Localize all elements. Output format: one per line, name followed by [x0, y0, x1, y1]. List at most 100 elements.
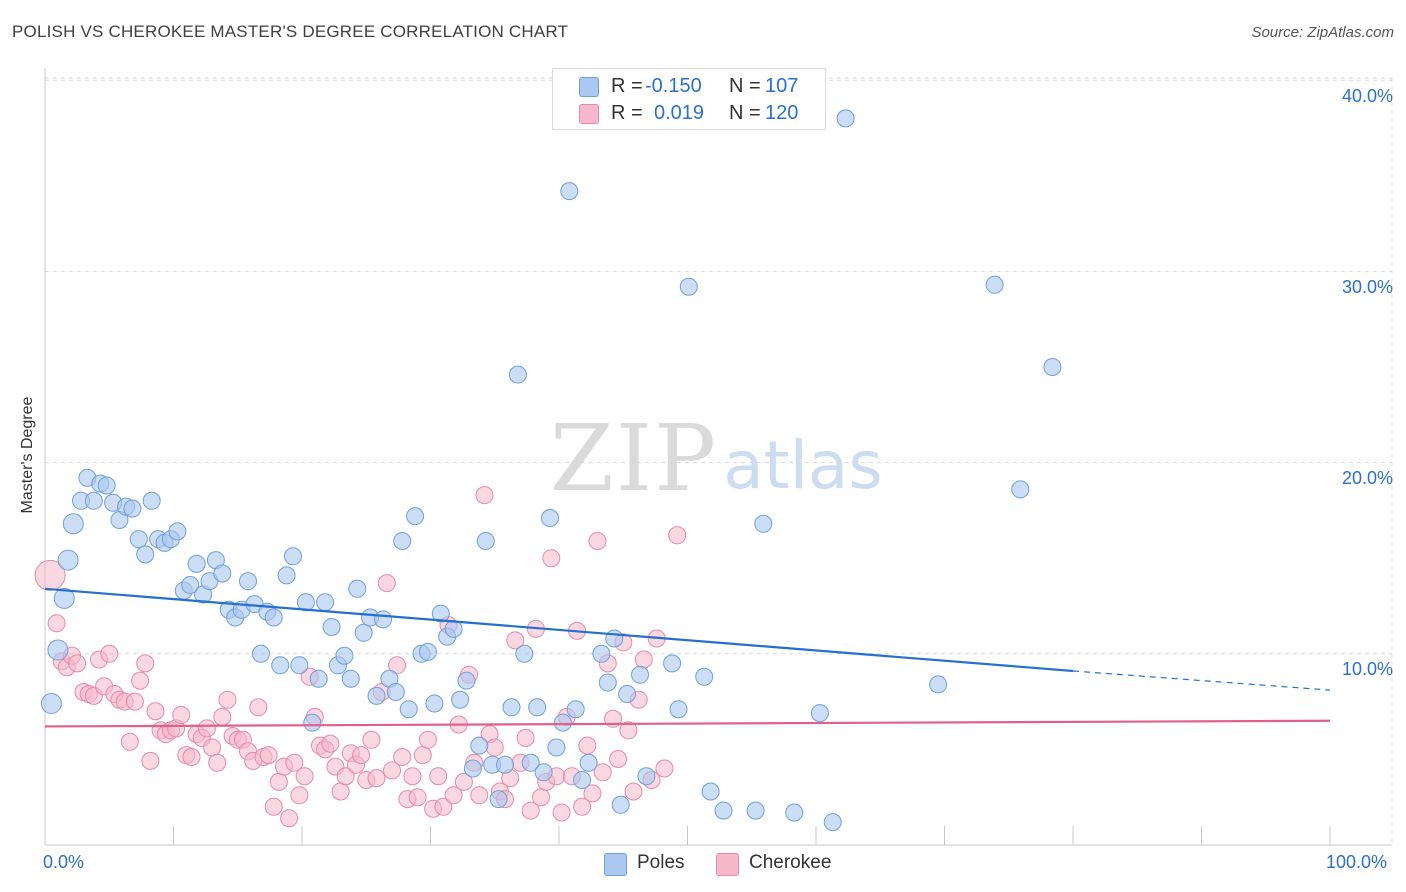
n-label: N =: [729, 75, 761, 97]
cherokee-point: [218, 690, 237, 709]
poles-point: [290, 656, 309, 675]
poles-point: [534, 763, 553, 782]
poles-point: [528, 698, 547, 717]
poles-point: [97, 476, 116, 495]
cherokee-point: [377, 574, 396, 593]
cherokee-point: [532, 788, 550, 807]
cherokee-point: [68, 654, 87, 673]
poles-point: [431, 604, 450, 623]
cherokee-swatch: [716, 853, 739, 876]
poles-point: [168, 522, 187, 541]
cherokee-point: [203, 738, 222, 757]
cherokee-point: [47, 614, 66, 633]
poles-point: [129, 530, 148, 549]
cherokee-point: [552, 803, 571, 822]
poles-point: [316, 593, 335, 612]
poles-point: [264, 608, 283, 627]
poles-point: [810, 704, 829, 723]
poles-swatch: [604, 853, 627, 876]
poles-point: [592, 644, 611, 663]
cherokee-point: [362, 730, 381, 749]
r-value: 0.019: [654, 102, 705, 124]
poles-point: [754, 514, 773, 533]
n-value: 107: [765, 75, 799, 97]
poles-point: [399, 700, 418, 719]
cherokee-point: [136, 654, 155, 673]
poles-point: [277, 566, 296, 585]
cherokee-point: [573, 797, 592, 816]
poles-point: [341, 669, 360, 688]
cherokee-point: [542, 549, 561, 568]
poles-point: [418, 642, 437, 661]
poles-point: [309, 669, 328, 688]
legend-label-poles: Poles: [637, 852, 685, 873]
cherokee-point: [593, 763, 612, 782]
cherokee-trend-line: [44, 719, 1331, 728]
poles-point: [679, 277, 698, 296]
cherokee-point: [521, 801, 540, 820]
poles-point: [303, 713, 322, 732]
cherokee-point: [429, 767, 448, 786]
poles-point: [284, 547, 302, 566]
cherokee-point: [578, 736, 597, 755]
poles-point: [251, 644, 270, 663]
cherokee-point: [336, 767, 355, 786]
y-tick-20: 20.0%: [1341, 468, 1393, 488]
poles-point: [354, 623, 373, 642]
cherokee-point: [624, 782, 643, 801]
poles-point: [348, 579, 367, 598]
poles-point: [598, 673, 617, 692]
cherokee-point: [125, 692, 144, 711]
cherokee-point: [655, 759, 674, 778]
poles-point: [746, 801, 765, 820]
cherokee-point: [413, 746, 432, 765]
poles-point: [631, 665, 649, 684]
poles-point: [335, 646, 354, 665]
chart-title: POLISH VS CHEROKEE MASTER'S DEGREE CORRE…: [12, 22, 569, 41]
poles-point: [929, 675, 948, 694]
cherokee-point: [269, 772, 288, 791]
cherokee-point: [588, 532, 607, 550]
cherokee-point: [408, 788, 427, 807]
cherokee-point: [197, 719, 216, 738]
source-label: Source: ZipAtlas.com: [1251, 24, 1394, 41]
poles-point: [1011, 480, 1030, 499]
cherokee-point: [120, 732, 139, 751]
trend-lines: [44, 587, 1331, 728]
poles-trend-line: [44, 587, 1074, 673]
poles-point: [701, 782, 720, 801]
cherokee-point: [583, 784, 602, 803]
cherokee-point: [249, 698, 268, 717]
x-tick-100: 100.0%: [1326, 852, 1388, 872]
cherokee-point: [609, 750, 628, 768]
poles-point: [985, 275, 1004, 294]
poles-point: [271, 656, 290, 675]
poles-point: [1043, 358, 1062, 376]
poles-point: [84, 491, 103, 510]
n-value: 120: [765, 102, 799, 124]
poles-point: [541, 509, 559, 527]
cherokee-point: [280, 809, 299, 828]
poles-point: [560, 182, 579, 201]
poles-point: [714, 801, 733, 820]
poles-point: [496, 755, 514, 774]
stats-legend: R = -0.150 N = 107 R = 0.019 N = 120: [552, 68, 826, 130]
cherokee-point: [141, 751, 160, 770]
poles-point: [823, 813, 842, 832]
n-label: N =: [729, 102, 761, 124]
cherokee-point: [331, 782, 350, 801]
cherokee-point: [506, 631, 525, 650]
r-label: R =: [611, 102, 643, 124]
cherokee-point: [285, 753, 304, 772]
poles-point: [136, 545, 155, 564]
cherokee-point: [290, 786, 309, 805]
cherokee-point: [388, 656, 407, 675]
cherokee-point: [393, 748, 412, 766]
poles-point: [669, 700, 688, 719]
poles-point: [566, 700, 585, 719]
poles-point: [57, 549, 79, 571]
poles-point: [663, 654, 682, 673]
cherokee-swatch: [579, 104, 599, 124]
legend-label-cherokee: Cherokee: [749, 852, 832, 873]
cherokee-point: [172, 706, 191, 724]
